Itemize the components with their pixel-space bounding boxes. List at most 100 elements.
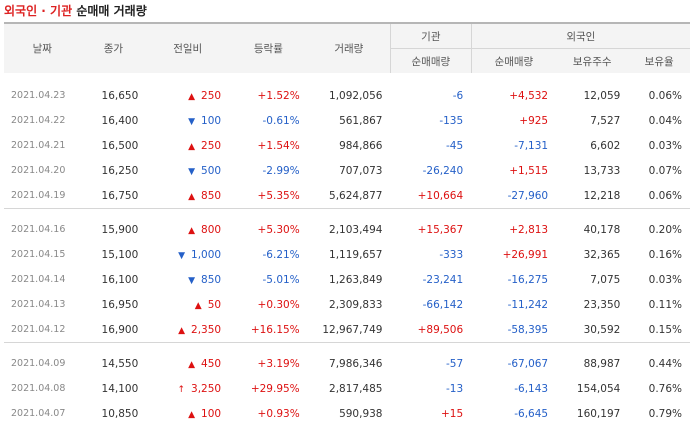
section-title: 외국인 · 기관 순매매 거래량	[0, 0, 692, 22]
cell-inst-net: -13	[446, 382, 464, 395]
cell-rate: +16.15%	[250, 323, 300, 336]
cell-foreign-hold: 23,350	[583, 298, 621, 311]
header-volume: 거래량	[307, 22, 391, 73]
header-institution: 기관	[390, 22, 472, 49]
cell-foreign-ratio: 0.03%	[648, 273, 682, 286]
cell-foreign-ratio: 0.03%	[648, 139, 682, 152]
investor-trading-table: 날짜 종가 전일비 등락률 거래량 기관 외국인 순매매량 순매매량 보유주수 …	[4, 22, 690, 426]
cell-change: ▲ 250	[146, 83, 229, 108]
up-arrow-icon: ▲	[188, 359, 196, 370]
cell-volume: 590,938	[339, 407, 383, 420]
cell-close: 15,100	[101, 248, 139, 261]
cell-change: ▼ 500	[146, 158, 229, 183]
change-value: 1,000	[191, 248, 222, 261]
down-arrow-icon: ▼	[178, 250, 186, 261]
cell-rate: +1.54%	[257, 139, 300, 152]
cell-change: ▲ 250	[146, 133, 229, 158]
cell-change: ↑ 3,250	[146, 376, 229, 401]
cell-foreign-hold: 30,592	[583, 323, 621, 336]
cell-date: 2021.04.20	[11, 165, 66, 176]
table-row: 2021.04.19 16,750 ▲ 850 +5.35% 5,624,877 +10,6…	[4, 183, 690, 209]
cell-close: 16,750	[101, 189, 139, 202]
change-value: 250	[201, 139, 222, 152]
cell-rate: -5.01%	[262, 273, 300, 286]
cell-foreign-ratio: 0.16%	[648, 248, 682, 261]
cell-change: ▲ 850	[146, 183, 229, 209]
cell-close: 14,550	[101, 357, 139, 370]
cell-date: 2021.04.13	[11, 299, 66, 310]
cell-volume: 2,309,833	[329, 298, 383, 311]
down-arrow-icon: ▼	[188, 166, 196, 177]
cell-volume: 1,092,056	[329, 89, 383, 102]
table-row: 2021.04.13 16,950 ▲ 50 +0.30% 2,309,833 -66,14…	[4, 292, 690, 317]
cell-change: ▼ 100	[146, 108, 229, 133]
cell-date: 2021.04.19	[11, 190, 66, 201]
cell-volume: 7,986,346	[329, 357, 383, 370]
table-row: 2021.04.07 10,850 ▲ 100 +0.93% 590,938 +15 -6,6…	[4, 401, 690, 426]
cell-foreign-ratio: 0.20%	[648, 223, 682, 236]
cell-foreign-hold: 7,075	[590, 273, 621, 286]
cell-date: 2021.04.15	[11, 249, 66, 260]
change-value: 850	[201, 189, 222, 202]
cell-foreign-net: -67,067	[507, 357, 549, 370]
cell-date: 2021.04.09	[11, 358, 66, 369]
cell-foreign-hold: 88,987	[583, 357, 621, 370]
table-row: 2021.04.09 14,550 ▲ 450 +3.19% 7,986,346 -57 -6…	[4, 351, 690, 376]
cell-close: 14,100	[101, 382, 139, 395]
change-value: 100	[201, 407, 222, 420]
cell-volume: 707,073	[339, 164, 383, 177]
up-arrow-icon: ↑	[177, 384, 186, 395]
table-row: 2021.04.14 16,100 ▼ 850 -5.01% 1,263,849 -23,2…	[4, 267, 690, 292]
down-arrow-icon: ▼	[188, 116, 196, 127]
up-arrow-icon: ▲	[188, 225, 196, 236]
change-value: 500	[201, 164, 222, 177]
cell-foreign-hold: 154,054	[576, 382, 621, 395]
cell-inst-net: -333	[439, 248, 464, 261]
header-foreign-ratio: 보유율	[628, 48, 690, 73]
cell-foreign-hold: 6,602	[590, 139, 621, 152]
cell-volume: 984,866	[339, 139, 383, 152]
cell-foreign-net: +4,532	[509, 89, 549, 102]
header-foreign-net: 순매매량	[471, 48, 557, 73]
header-close: 종가	[80, 22, 147, 73]
cell-foreign-net: -58,395	[507, 323, 549, 336]
cell-rate: +29.95%	[250, 382, 300, 395]
cell-date: 2021.04.12	[11, 324, 66, 335]
cell-rate: +5.35%	[257, 189, 300, 202]
cell-inst-net: -26,240	[422, 164, 464, 177]
up-arrow-icon: ▲	[194, 300, 202, 311]
cell-foreign-hold: 160,197	[576, 407, 621, 420]
cell-foreign-ratio: 0.07%	[648, 164, 682, 177]
cell-rate: +0.30%	[257, 298, 300, 311]
cell-volume: 2,817,485	[329, 382, 383, 395]
down-arrow-icon: ▼	[188, 275, 196, 286]
cell-volume: 5,624,877	[329, 189, 383, 202]
cell-change: ▲ 800	[146, 217, 229, 242]
separator-cell	[4, 208, 690, 217]
cell-change: ▼ 850	[146, 267, 229, 292]
cell-change: ▲ 2,350	[146, 317, 229, 343]
cell-volume: 12,967,749	[322, 323, 383, 336]
cell-foreign-net: -7,131	[514, 139, 549, 152]
up-arrow-icon: ▲	[178, 325, 186, 336]
cell-foreign-hold: 7,527	[590, 114, 621, 127]
separator-cell	[4, 73, 690, 83]
cell-rate: -2.99%	[262, 164, 300, 177]
change-value: 450	[201, 357, 222, 370]
cell-volume: 1,119,657	[329, 248, 383, 261]
cell-foreign-ratio: 0.04%	[648, 114, 682, 127]
cell-change: ▲ 450	[146, 351, 229, 376]
cell-date: 2021.04.22	[11, 115, 66, 126]
cell-volume: 1,263,849	[329, 273, 383, 286]
cell-rate: -6.21%	[262, 248, 300, 261]
header-inst-net: 순매매량	[390, 48, 472, 73]
cell-volume: 561,867	[339, 114, 383, 127]
cell-close: 16,900	[101, 323, 139, 336]
cell-rate: +1.52%	[257, 89, 300, 102]
cell-foreign-ratio: 0.15%	[648, 323, 682, 336]
group-separator	[4, 73, 690, 83]
cell-foreign-ratio: 0.06%	[648, 189, 682, 202]
cell-close: 15,900	[101, 223, 139, 236]
cell-foreign-hold: 40,178	[583, 223, 621, 236]
cell-close: 16,650	[101, 89, 139, 102]
